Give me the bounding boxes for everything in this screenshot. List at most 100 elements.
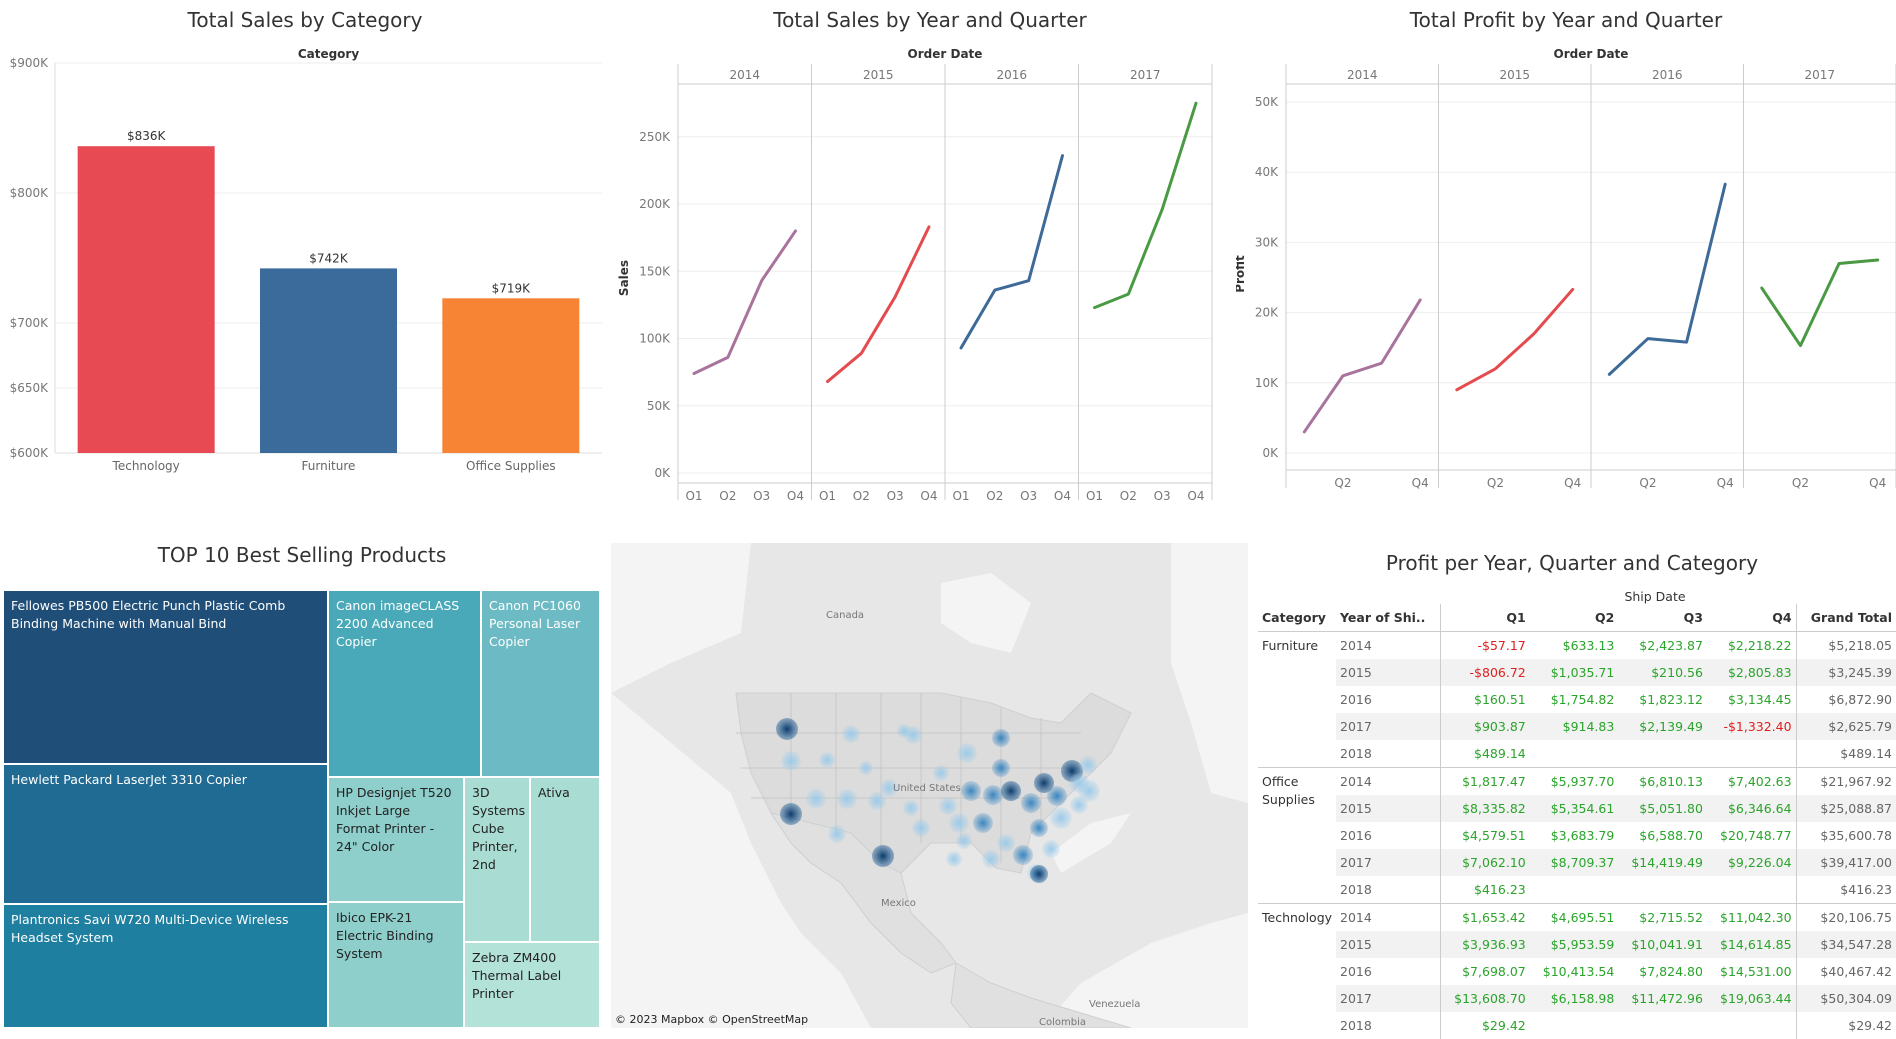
pivot-value: $5,953.59 xyxy=(1530,931,1619,958)
pivot-row: 2015-$806.72$1,035.71$210.56$2,805.83$3,… xyxy=(1258,659,1896,686)
pivot-year: 2015 xyxy=(1336,931,1441,958)
pivot-year: 2018 xyxy=(1336,1012,1441,1039)
pivot-value: $3,683.79 xyxy=(1530,822,1619,849)
pivot-column-header: Q4 xyxy=(1707,604,1796,632)
pivot-value: $40,467.42 xyxy=(1796,958,1896,985)
map-canvas: Canada United States Mexico Venezuela Co… xyxy=(611,543,1248,1028)
sales-by-quarter-panel: Total Sales by Year and Quarter Order Da… xyxy=(612,0,1248,500)
y-tick-label: 250K xyxy=(639,130,671,144)
y-tick-label: 20K xyxy=(1255,306,1279,320)
pivot-year: 2018 xyxy=(1336,740,1441,768)
pivot-row: 2018$416.23$416.23 xyxy=(1258,876,1896,904)
pivot-row: 2016$7,698.07$10,413.54$7,824.80$14,531.… xyxy=(1258,958,1896,985)
pivot-year: 2016 xyxy=(1336,686,1441,713)
pivot-row: 2015$3,936.93$5,953.59$10,041.91$14,614.… xyxy=(1258,931,1896,958)
treemap-cell[interactable]: 3D Systems Cube Printer, 2nd xyxy=(464,777,530,942)
bar xyxy=(260,268,397,453)
pivot-value xyxy=(1618,876,1707,904)
pivot-year: 2015 xyxy=(1336,659,1441,686)
pivot-value: $20,106.75 xyxy=(1796,904,1896,932)
sales-line-chart: Order DateSales0K50K100K150K200K250K2014… xyxy=(612,0,1248,500)
series-line xyxy=(828,227,929,382)
y-tick-label: 40K xyxy=(1255,165,1279,179)
pivot-row: 2017$7,062.10$8,709.37$14,419.49$9,226.0… xyxy=(1258,849,1896,876)
series-line xyxy=(1762,260,1878,346)
y-tick-label: 50K xyxy=(1255,95,1279,109)
pivot-value: $10,041.91 xyxy=(1618,931,1707,958)
pivot-value: $5,937.70 xyxy=(1530,768,1619,796)
top-products-panel: TOP 10 Best Selling Products Fellowes PB… xyxy=(0,543,604,1028)
pivot-value: -$57.17 xyxy=(1441,632,1530,660)
bar-value-label: $719K xyxy=(492,281,532,295)
pivot-year: 2016 xyxy=(1336,822,1441,849)
pivot-value: $11,042.30 xyxy=(1707,904,1796,932)
pivot-value xyxy=(1707,876,1796,904)
pivot-value: $6,158.98 xyxy=(1530,985,1619,1012)
pivot-value: $8,709.37 xyxy=(1530,849,1619,876)
map-label-canada: Canada xyxy=(826,610,864,621)
y-tick-label: 0K xyxy=(654,466,671,480)
year-label: 2014 xyxy=(729,68,760,82)
pivot-value: $25,088.87 xyxy=(1796,795,1896,822)
pivot-value: $1,754.82 xyxy=(1530,686,1619,713)
pivot-value: $9,226.04 xyxy=(1707,849,1796,876)
treemap-label: Ibico EPK-21 Electric Binding System xyxy=(336,910,434,961)
treemap-cell[interactable]: Canon PC1060 Personal Laser Copier xyxy=(481,590,600,777)
year-label: 2016 xyxy=(996,68,1027,82)
treemap-cell[interactable]: Plantronics Savi W720 Multi-Device Wirel… xyxy=(3,904,328,1028)
sales-map[interactable]: Canada United States Mexico Venezuela Co… xyxy=(611,543,1248,1028)
pivot-value: $50,304.09 xyxy=(1796,985,1896,1012)
x-tick-label: Q3 xyxy=(1154,489,1171,500)
treemap-cell[interactable]: Ativa xyxy=(530,777,600,942)
pivot-value: $210.56 xyxy=(1618,659,1707,686)
treemap-cell[interactable]: Canon imageCLASS 2200 Advanced Copier xyxy=(328,590,481,777)
map-credit[interactable]: © 2023 Mapbox © OpenStreetMap xyxy=(615,1013,808,1026)
pivot-value: $34,547.28 xyxy=(1796,931,1896,958)
x-tick-label: Q3 xyxy=(887,489,904,500)
bar xyxy=(78,146,215,453)
pivot-row: 2018$489.14$489.14 xyxy=(1258,740,1896,768)
pivot-value: $39,417.00 xyxy=(1796,849,1896,876)
pivot-value: $6,810.13 xyxy=(1618,768,1707,796)
treemap-label: Ativa xyxy=(538,785,570,800)
pivot-year: 2017 xyxy=(1336,713,1441,740)
pivot-year: 2014 xyxy=(1336,632,1441,660)
pivot-value: $1,823.12 xyxy=(1618,686,1707,713)
panel-title: Profit per Year, Quarter and Category xyxy=(1248,551,1896,575)
pivot-value: $7,402.63 xyxy=(1707,768,1796,796)
x-tick-label: Q1 xyxy=(819,489,836,500)
pivot-value: $633.13 xyxy=(1530,632,1619,660)
pivot-value: $7,824.80 xyxy=(1618,958,1707,985)
x-tick-label: Q2 xyxy=(1120,489,1137,500)
x-tick-label: Q3 xyxy=(753,489,770,500)
pivot-value: $6,346.64 xyxy=(1707,795,1796,822)
pivot-value: $7,698.07 xyxy=(1441,958,1530,985)
map-label-us: United States xyxy=(893,783,961,794)
y-tick-label: 0K xyxy=(1262,446,1279,460)
bar-header: Category xyxy=(298,47,360,61)
treemap-cell[interactable]: Hewlett Packard LaserJet 3310 Copier xyxy=(3,764,328,904)
treemap-cell[interactable]: Ibico EPK-21 Electric Binding System xyxy=(328,902,464,1028)
x-tick-label: Q3 xyxy=(1020,489,1037,500)
x-tick-label: Q4 xyxy=(1054,489,1071,500)
pivot-value: $6,872.90 xyxy=(1796,686,1896,713)
panel-title: TOP 10 Best Selling Products xyxy=(0,543,604,567)
pivot-row: 2016$4,579.51$3,683.79$6,588.70$20,748.7… xyxy=(1258,822,1896,849)
treemap-cell[interactable]: Zebra ZM400 Thermal Label Printer xyxy=(464,942,600,1028)
treemap-cell[interactable]: Fellowes PB500 Electric Punch Plastic Co… xyxy=(3,590,328,764)
x-tick-label: Q4 xyxy=(1564,476,1581,490)
y-tick-label: 150K xyxy=(639,264,671,278)
treemap-label: 3D Systems Cube Printer, 2nd xyxy=(472,785,525,872)
pivot-value: $6,588.70 xyxy=(1618,822,1707,849)
pivot-row: 2018$29.42$29.42 xyxy=(1258,1012,1896,1039)
pivot-row: 2015$8,335.82$5,354.61$5,051.80$6,346.64… xyxy=(1258,795,1896,822)
pivot-value: $489.14 xyxy=(1796,740,1896,768)
x-tick-label: Q2 xyxy=(1334,476,1351,490)
sales-by-category-panel: Total Sales by Category Category$600K$65… xyxy=(0,0,610,500)
treemap-cell[interactable]: HP Designjet T520 Inkjet Large Format Pr… xyxy=(328,777,464,902)
pivot-value: $14,531.00 xyxy=(1707,958,1796,985)
y-tick-label: 50K xyxy=(647,399,671,413)
pivot-column-header: Year of Shi.. xyxy=(1336,604,1441,632)
